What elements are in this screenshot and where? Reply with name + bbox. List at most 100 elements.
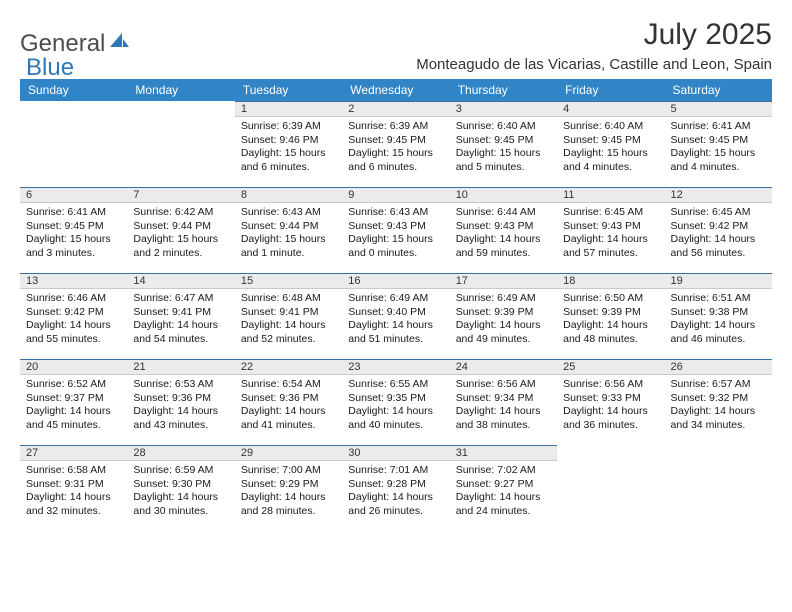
calendar-day-cell: 29Sunrise: 7:00 AMSunset: 9:29 PMDayligh… — [235, 445, 342, 531]
sunrise-text: Sunrise: 6:56 AM — [456, 378, 551, 392]
day-number: 14 — [127, 273, 234, 289]
daylight-text: Daylight: 15 hours and 5 minutes. — [456, 147, 551, 174]
day-number: 28 — [127, 445, 234, 461]
header: General July 2025 Monteagudo de las Vica… — [20, 18, 772, 73]
day-number: 11 — [557, 187, 664, 203]
sunset-text: Sunset: 9:42 PM — [671, 220, 766, 234]
sunset-text: Sunset: 9:31 PM — [26, 478, 121, 492]
daylight-text: Daylight: 14 hours and 40 minutes. — [348, 405, 443, 432]
daylight-text: Daylight: 14 hours and 57 minutes. — [563, 233, 658, 260]
day-content: Sunrise: 6:44 AMSunset: 9:43 PMDaylight:… — [450, 203, 557, 264]
day-content: Sunrise: 6:39 AMSunset: 9:45 PMDaylight:… — [342, 117, 449, 178]
calendar-day-cell: 5Sunrise: 6:41 AMSunset: 9:45 PMDaylight… — [665, 101, 772, 187]
logo-sail-icon — [108, 31, 130, 54]
sunrise-text: Sunrise: 7:00 AM — [241, 464, 336, 478]
day-content: Sunrise: 6:54 AMSunset: 9:36 PMDaylight:… — [235, 375, 342, 436]
sunrise-text: Sunrise: 6:57 AM — [671, 378, 766, 392]
day-number: 21 — [127, 359, 234, 375]
sunset-text: Sunset: 9:30 PM — [133, 478, 228, 492]
day-content: Sunrise: 6:43 AMSunset: 9:44 PMDaylight:… — [235, 203, 342, 264]
sunrise-text: Sunrise: 6:47 AM — [133, 292, 228, 306]
day-content: Sunrise: 6:55 AMSunset: 9:35 PMDaylight:… — [342, 375, 449, 436]
sunset-text: Sunset: 9:41 PM — [133, 306, 228, 320]
day-content: Sunrise: 6:49 AMSunset: 9:39 PMDaylight:… — [450, 289, 557, 350]
sunrise-text: Sunrise: 6:39 AM — [241, 120, 336, 134]
daylight-text: Daylight: 15 hours and 6 minutes. — [241, 147, 336, 174]
day-number: 17 — [450, 273, 557, 289]
daylight-text: Daylight: 14 hours and 48 minutes. — [563, 319, 658, 346]
daylight-text: Daylight: 15 hours and 4 minutes. — [671, 147, 766, 174]
sunset-text: Sunset: 9:27 PM — [456, 478, 551, 492]
day-content: Sunrise: 7:00 AMSunset: 9:29 PMDaylight:… — [235, 461, 342, 522]
day-content: Sunrise: 6:41 AMSunset: 9:45 PMDaylight:… — [20, 203, 127, 264]
weekday-header: Monday — [127, 79, 234, 101]
day-content: Sunrise: 6:40 AMSunset: 9:45 PMDaylight:… — [557, 117, 664, 178]
daylight-text: Daylight: 15 hours and 4 minutes. — [563, 147, 658, 174]
sunrise-text: Sunrise: 6:43 AM — [348, 206, 443, 220]
day-content: Sunrise: 6:52 AMSunset: 9:37 PMDaylight:… — [20, 375, 127, 436]
day-content: Sunrise: 6:46 AMSunset: 9:42 PMDaylight:… — [20, 289, 127, 350]
calendar-day-cell: 12Sunrise: 6:45 AMSunset: 9:42 PMDayligh… — [665, 187, 772, 273]
daylight-text: Daylight: 14 hours and 26 minutes. — [348, 491, 443, 518]
calendar-day-cell: 15Sunrise: 6:48 AMSunset: 9:41 PMDayligh… — [235, 273, 342, 359]
sunset-text: Sunset: 9:43 PM — [348, 220, 443, 234]
sunrise-text: Sunrise: 6:49 AM — [456, 292, 551, 306]
day-content: Sunrise: 6:50 AMSunset: 9:39 PMDaylight:… — [557, 289, 664, 350]
daylight-text: Daylight: 15 hours and 1 minute. — [241, 233, 336, 260]
day-content: Sunrise: 6:58 AMSunset: 9:31 PMDaylight:… — [20, 461, 127, 522]
calendar-day-cell — [20, 101, 127, 187]
day-content: Sunrise: 6:56 AMSunset: 9:33 PMDaylight:… — [557, 375, 664, 436]
day-number: 18 — [557, 273, 664, 289]
daylight-text: Daylight: 14 hours and 59 minutes. — [456, 233, 551, 260]
day-content: Sunrise: 6:59 AMSunset: 9:30 PMDaylight:… — [127, 461, 234, 522]
sunrise-text: Sunrise: 6:39 AM — [348, 120, 443, 134]
sunrise-text: Sunrise: 6:55 AM — [348, 378, 443, 392]
day-number: 31 — [450, 445, 557, 461]
calendar-week-row: 27Sunrise: 6:58 AMSunset: 9:31 PMDayligh… — [20, 445, 772, 531]
day-content: Sunrise: 6:57 AMSunset: 9:32 PMDaylight:… — [665, 375, 772, 436]
day-number: 1 — [235, 101, 342, 117]
sunrise-text: Sunrise: 6:49 AM — [348, 292, 443, 306]
sunset-text: Sunset: 9:36 PM — [133, 392, 228, 406]
calendar-day-cell — [557, 445, 664, 531]
sunrise-text: Sunrise: 6:53 AM — [133, 378, 228, 392]
calendar-day-cell: 23Sunrise: 6:55 AMSunset: 9:35 PMDayligh… — [342, 359, 449, 445]
day-number: 5 — [665, 101, 772, 117]
sunset-text: Sunset: 9:45 PM — [348, 134, 443, 148]
day-number: 15 — [235, 273, 342, 289]
daylight-text: Daylight: 15 hours and 2 minutes. — [133, 233, 228, 260]
daylight-text: Daylight: 14 hours and 52 minutes. — [241, 319, 336, 346]
day-number: 6 — [20, 187, 127, 203]
sunset-text: Sunset: 9:37 PM — [26, 392, 121, 406]
location-text: Monteagudo de las Vicarias, Castille and… — [416, 56, 772, 73]
day-content: Sunrise: 6:42 AMSunset: 9:44 PMDaylight:… — [127, 203, 234, 264]
calendar-day-cell: 25Sunrise: 6:56 AMSunset: 9:33 PMDayligh… — [557, 359, 664, 445]
calendar-day-cell: 26Sunrise: 6:57 AMSunset: 9:32 PMDayligh… — [665, 359, 772, 445]
calendar-week-row: 20Sunrise: 6:52 AMSunset: 9:37 PMDayligh… — [20, 359, 772, 445]
daylight-text: Daylight: 14 hours and 30 minutes. — [133, 491, 228, 518]
sunset-text: Sunset: 9:35 PM — [348, 392, 443, 406]
sunset-text: Sunset: 9:46 PM — [241, 134, 336, 148]
day-content: Sunrise: 6:51 AMSunset: 9:38 PMDaylight:… — [665, 289, 772, 350]
weekday-header: Wednesday — [342, 79, 449, 101]
calendar-week-row: 1Sunrise: 6:39 AMSunset: 9:46 PMDaylight… — [20, 101, 772, 187]
day-content: Sunrise: 6:41 AMSunset: 9:45 PMDaylight:… — [665, 117, 772, 178]
calendar-day-cell: 10Sunrise: 6:44 AMSunset: 9:43 PMDayligh… — [450, 187, 557, 273]
sunrise-text: Sunrise: 7:01 AM — [348, 464, 443, 478]
daylight-text: Daylight: 14 hours and 41 minutes. — [241, 405, 336, 432]
sunset-text: Sunset: 9:44 PM — [241, 220, 336, 234]
day-number: 23 — [342, 359, 449, 375]
calendar-day-cell: 4Sunrise: 6:40 AMSunset: 9:45 PMDaylight… — [557, 101, 664, 187]
daylight-text: Daylight: 14 hours and 51 minutes. — [348, 319, 443, 346]
calendar-day-cell: 1Sunrise: 6:39 AMSunset: 9:46 PMDaylight… — [235, 101, 342, 187]
day-number: 27 — [20, 445, 127, 461]
calendar-day-cell: 11Sunrise: 6:45 AMSunset: 9:43 PMDayligh… — [557, 187, 664, 273]
daylight-text: Daylight: 14 hours and 38 minutes. — [456, 405, 551, 432]
calendar-day-cell: 28Sunrise: 6:59 AMSunset: 9:30 PMDayligh… — [127, 445, 234, 531]
sunrise-text: Sunrise: 6:50 AM — [563, 292, 658, 306]
daylight-text: Daylight: 14 hours and 28 minutes. — [241, 491, 336, 518]
day-content: Sunrise: 6:39 AMSunset: 9:46 PMDaylight:… — [235, 117, 342, 178]
logo-text-blue: Blue — [26, 54, 74, 82]
sunset-text: Sunset: 9:34 PM — [456, 392, 551, 406]
day-number: 29 — [235, 445, 342, 461]
